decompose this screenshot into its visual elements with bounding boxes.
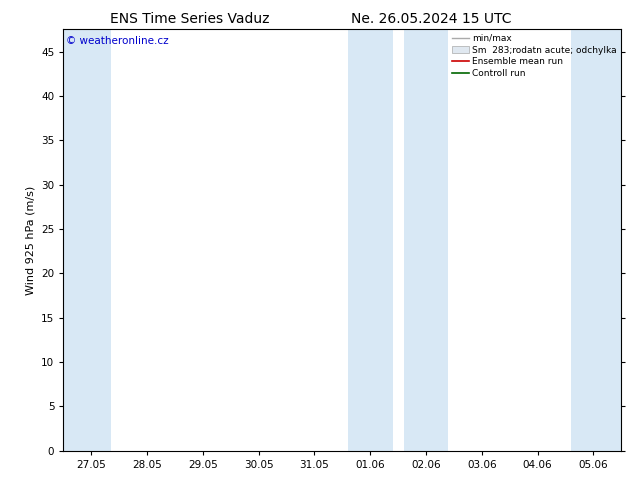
Bar <box>404 29 448 451</box>
Text: © weatheronline.cz: © weatheronline.cz <box>66 36 169 46</box>
Text: ENS Time Series Vaduz: ENS Time Series Vaduz <box>110 12 270 26</box>
Legend: min/max, Sm  283;rodatn acute; odchylka, Ensemble mean run, Controll run: min/max, Sm 283;rodatn acute; odchylka, … <box>450 31 619 81</box>
Y-axis label: Wind 925 hPa (m/s): Wind 925 hPa (m/s) <box>25 186 36 294</box>
Bar <box>571 29 621 451</box>
Text: Ne. 26.05.2024 15 UTC: Ne. 26.05.2024 15 UTC <box>351 12 512 26</box>
Bar <box>63 29 111 451</box>
Bar <box>348 29 392 451</box>
